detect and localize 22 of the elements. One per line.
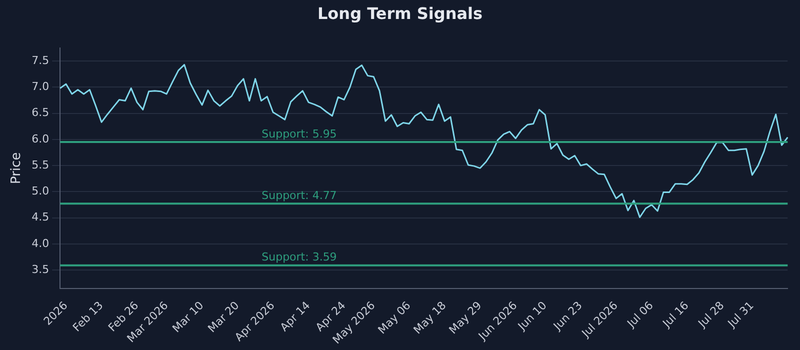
y-tick-label: 5.0: [32, 184, 50, 198]
x-tick-label: Feb 13: [70, 298, 106, 334]
y-tick-label: 5.5: [32, 158, 50, 172]
ref-line-label: Support: 5.95: [262, 127, 337, 140]
x-tick-label: Jul 06: [624, 298, 656, 331]
x-tick-label: Jun 10: [514, 298, 550, 334]
ref-line-label: Support: 4.77: [262, 189, 337, 202]
x-tick-label: Jul 31: [724, 298, 756, 331]
y-tick-label: 7.5: [32, 54, 50, 67]
x-tick-label: Jul 16: [660, 298, 692, 331]
x-tick-label: Jul 28: [695, 298, 727, 331]
y-tick-label: 6.5: [32, 106, 50, 120]
y-tick-label: 3.5: [32, 262, 50, 276]
x-tick-label: Apr 14: [278, 298, 313, 334]
y-tick-label: 4.5: [32, 210, 50, 224]
y-tick-label: 7.0: [32, 80, 50, 94]
y-tick-label: 4.0: [32, 236, 50, 250]
y-tick-label: 6.0: [32, 132, 50, 146]
x-tick-label: Mar 10: [170, 298, 206, 336]
chart-title: Long Term Signals: [316, 4, 484, 23]
ref-line-label: Support: 3.59: [262, 250, 337, 264]
y-axis-title: Price: [9, 152, 24, 184]
